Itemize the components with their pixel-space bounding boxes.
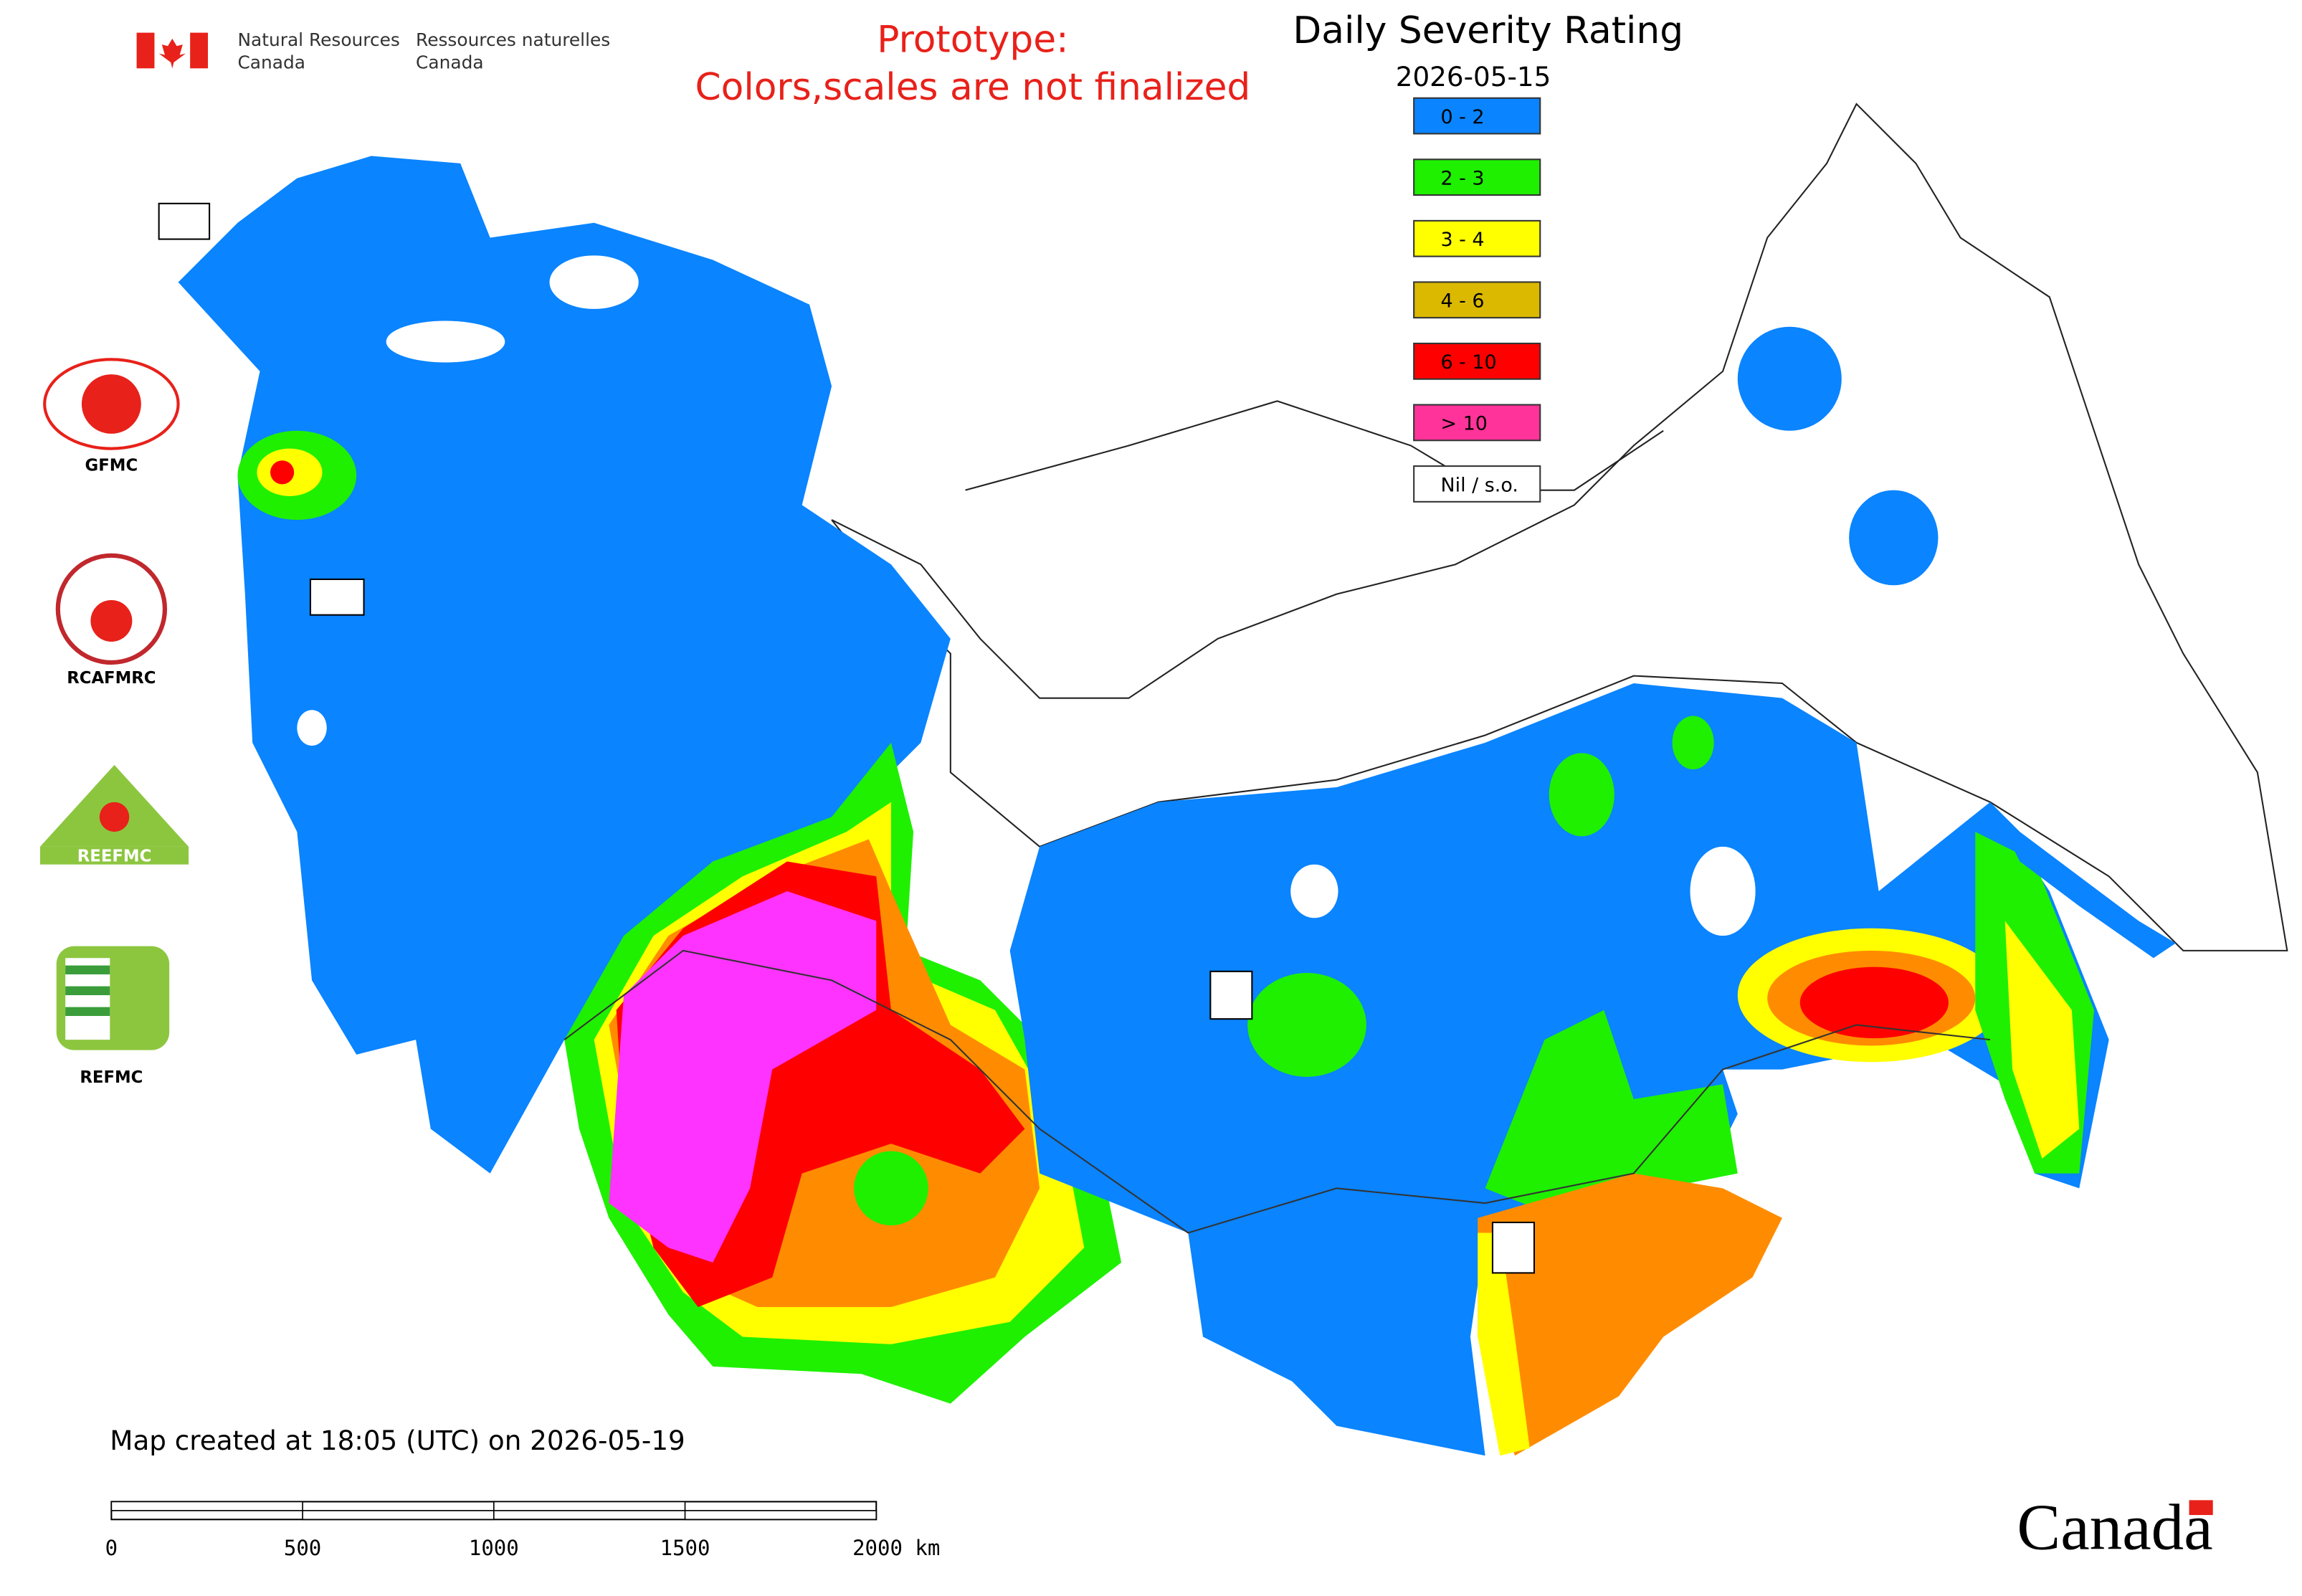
legend-swatch bbox=[1413, 281, 1541, 319]
center-marker bbox=[1491, 1221, 1536, 1274]
region-outline bbox=[831, 103, 2288, 951]
center-marker bbox=[158, 202, 211, 240]
logo: RCAFMRC bbox=[55, 553, 168, 688]
severity-area bbox=[1478, 1173, 1782, 1456]
severity-area bbox=[1737, 326, 1842, 431]
severity-area bbox=[854, 1151, 928, 1226]
scale-segment bbox=[684, 1510, 877, 1521]
agency-name: Natural Resources bbox=[237, 29, 399, 50]
border bbox=[563, 949, 1991, 1234]
severity-area bbox=[1549, 753, 1614, 837]
logo: REEFMC bbox=[39, 764, 189, 866]
agency-name: Ressources naturelles bbox=[416, 29, 610, 50]
notice: Colors,scales are not finalized bbox=[695, 66, 1251, 109]
severity-area bbox=[270, 460, 295, 485]
agency-name: Canada bbox=[416, 52, 484, 72]
legend-label: 4 - 6 bbox=[1440, 290, 1484, 313]
severity-area bbox=[609, 890, 877, 1263]
legend-label: 3 - 4 bbox=[1440, 229, 1484, 251]
legend-label: Nil / s.o. bbox=[1440, 474, 1518, 496]
logo-label: GFMC bbox=[85, 457, 138, 475]
scale-label: 1500 bbox=[660, 1536, 710, 1560]
scale-label: 2000 km bbox=[852, 1536, 940, 1560]
scale-label: 1000 bbox=[469, 1536, 519, 1560]
legend-swatch bbox=[1413, 465, 1541, 503]
legend-swatch bbox=[1413, 158, 1541, 196]
scale-label: 500 bbox=[284, 1536, 321, 1560]
wordmark: Canada bbox=[2017, 1491, 2212, 1564]
lake bbox=[386, 320, 505, 363]
severity-area bbox=[1989, 802, 2176, 959]
legend-title: Daily Severity Rating bbox=[1293, 9, 1683, 52]
lake bbox=[297, 710, 327, 746]
flag bbox=[158, 38, 186, 69]
legend-swatch bbox=[1413, 97, 1541, 135]
lake bbox=[1690, 846, 1756, 936]
severity-area bbox=[178, 156, 951, 1174]
legend: 0 - 2 2 - 3 3 - 4 4 - 6 6 - 10 > 10 Nil / s.o. bbox=[1413, 97, 1541, 503]
logo: REFMC bbox=[56, 946, 170, 1087]
severity-area bbox=[2004, 921, 2080, 1159]
logo-label: RCAFMRC bbox=[67, 669, 156, 688]
legend-swatch bbox=[1413, 404, 1541, 442]
severity-area bbox=[1672, 716, 1714, 770]
flag bbox=[190, 32, 209, 69]
wordmark-flag bbox=[2189, 1500, 2213, 1516]
logo: GFMC bbox=[43, 358, 180, 475]
severity-area bbox=[1478, 1232, 1530, 1456]
scale-bar: 0 500 1000 1500 2000 km bbox=[105, 1501, 940, 1560]
severity-area bbox=[1849, 490, 1939, 586]
flag bbox=[136, 32, 155, 69]
center-marker bbox=[1209, 970, 1253, 1020]
logo-label: REEFMC bbox=[77, 847, 152, 866]
severity-area bbox=[1247, 972, 1366, 1077]
legend-swatch bbox=[1413, 342, 1541, 380]
agency-name: Canada bbox=[237, 52, 305, 72]
lake bbox=[1290, 864, 1338, 918]
scale-segment bbox=[302, 1510, 495, 1521]
legend-date: 2026-05-15 bbox=[1396, 61, 1551, 92]
legend-label: 6 - 10 bbox=[1440, 351, 1496, 374]
severity-area bbox=[1799, 966, 1949, 1039]
created-note: Map created at 18:05 (UTC) on 2026-05-19 bbox=[110, 1425, 685, 1456]
legend-label: > 10 bbox=[1440, 413, 1487, 435]
coastline bbox=[965, 400, 1664, 491]
notice: Prototype: bbox=[877, 19, 1068, 62]
scale-segment bbox=[110, 1501, 303, 1511]
severity-area bbox=[1485, 1010, 1738, 1218]
legend-label: 2 - 3 bbox=[1440, 168, 1484, 190]
legend-label: 0 - 2 bbox=[1440, 106, 1484, 128]
scale-label: 0 bbox=[105, 1536, 118, 1560]
legend-swatch bbox=[1413, 219, 1541, 257]
logo-label: REFMC bbox=[80, 1068, 143, 1087]
lake bbox=[549, 255, 639, 309]
scale-segment bbox=[493, 1501, 686, 1511]
center-marker bbox=[309, 578, 365, 616]
